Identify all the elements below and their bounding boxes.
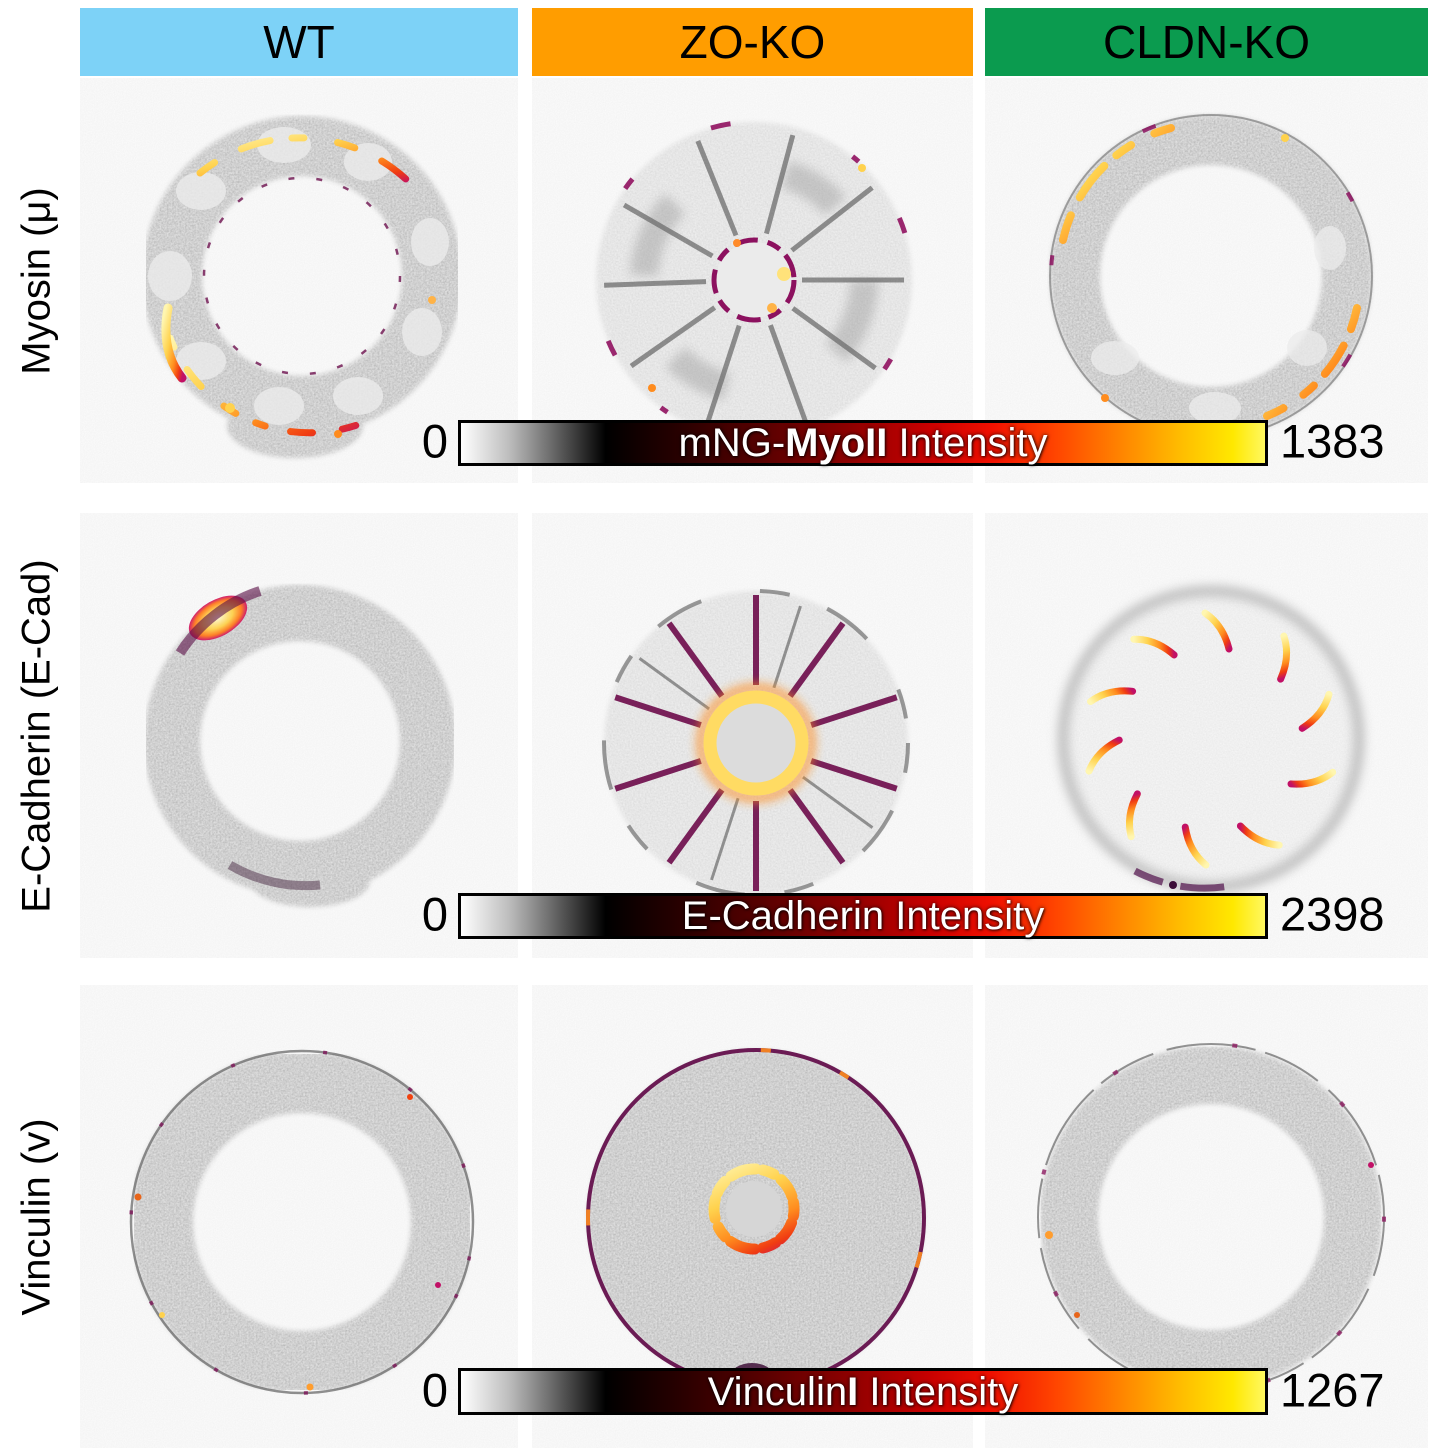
micrograph-wt-myosin [80, 78, 518, 483]
column-header-zo-ko-label: ZO-KO [679, 16, 826, 68]
colorbar-ecadherin-gradient: E-Cadherin Intensity [458, 893, 1268, 939]
colorbar-myosin-title: mNG-MyoII Intensity [678, 421, 1048, 465]
colorbar-vinculin-max: 1267 [1280, 1363, 1385, 1417]
micrograph-wt-ecadherin [80, 513, 518, 958]
micrograph-zo-ko-ecadherin [532, 513, 973, 958]
colorbar-myosin-gradient: mNG-MyoII Intensity [458, 420, 1268, 466]
micrograph-cldn-ko-ecadherin [985, 513, 1428, 958]
colorbar-ecadherin: 0 E-Cadherin Intensity 2398 [422, 888, 1385, 941]
colorbar-ecadherin-min: 0 [421, 887, 448, 941]
colorbar-ecadherin-max: 2398 [1280, 887, 1385, 941]
colorbar-myosin: 0 mNG-MyoII Intensity 1383 [422, 415, 1385, 468]
colorbar-myosin-min: 0 [421, 414, 448, 468]
column-header-wt-label: WT [263, 16, 335, 68]
row-label-vinculin: Vinculin (v) [14, 1117, 59, 1316]
micrograph-cldn-ko-myosin [985, 78, 1428, 483]
column-header-cldn-ko: CLDN-KO [985, 8, 1428, 76]
colorbar-vinculin-gradient: VinculinI Intensity [458, 1368, 1268, 1415]
row-label-myosin: Myosin (μ) [14, 186, 59, 375]
micrograph-wt-vinculin [80, 985, 518, 1448]
column-header-cldn-ko-label: CLDN-KO [1102, 16, 1311, 68]
colorbar-vinculin: 0 VinculinI Intensity 1267 [422, 1363, 1385, 1416]
row-label-ecadherin: E-Cadherin (E-Cad) [14, 558, 59, 913]
colorbar-vinculin-title: VinculinI Intensity [707, 1369, 1019, 1414]
column-header-wt: WT [80, 8, 518, 76]
colorbar-ecadherin-title: E-Cadherin Intensity [681, 894, 1045, 938]
micrograph-zo-ko-myosin [532, 78, 973, 483]
column-header-zo-ko: ZO-KO [532, 8, 973, 76]
colorbar-myosin-max: 1383 [1280, 414, 1385, 468]
colorbar-vinculin-min: 0 [421, 1363, 448, 1417]
